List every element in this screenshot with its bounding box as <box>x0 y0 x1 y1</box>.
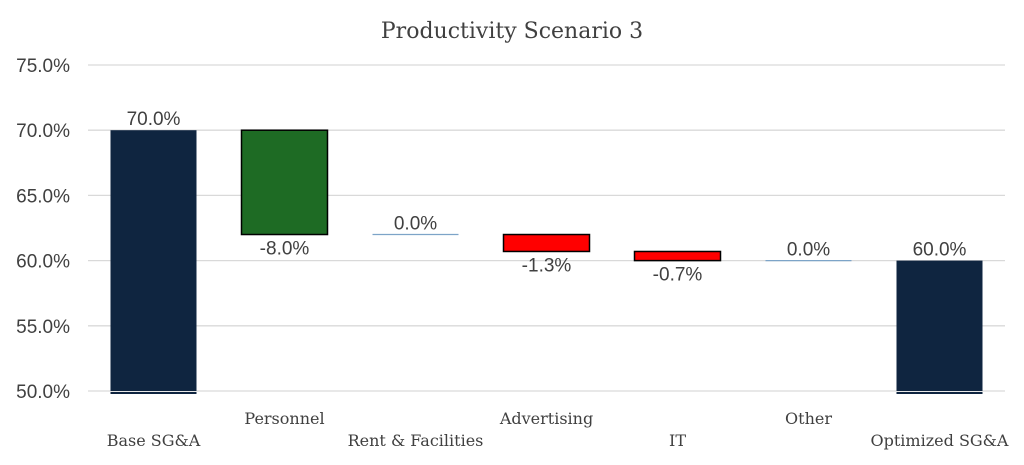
data-label: -1.3% <box>522 255 572 276</box>
data-label: -0.7% <box>653 265 703 286</box>
y-tick-label: 55.0% <box>16 317 70 338</box>
x-tick-label: Advertising <box>499 409 593 428</box>
delta-bar <box>240 129 329 236</box>
x-tick-label: Personnel <box>244 409 324 428</box>
chart-title: Productivity Scenario 3 <box>381 19 643 44</box>
x-tick-label: IT <box>669 431 686 450</box>
delta-bar <box>502 233 591 253</box>
data-label: 60.0% <box>913 240 967 261</box>
y-tick-label: 50.0% <box>16 382 70 403</box>
data-label: 70.0% <box>127 109 181 130</box>
x-tick-label: Optimized SG&A <box>871 431 1009 450</box>
y-tick-label: 70.0% <box>16 121 70 142</box>
data-label: -8.0% <box>260 239 310 260</box>
total-bar <box>896 260 983 391</box>
y-tick-label: 65.0% <box>16 186 70 207</box>
data-labels: 70.0% -8.0% 0.0% -1.3% -0.7% 0.0% 60.0% <box>127 109 967 285</box>
x-tick-label: Rent & Facilities <box>348 431 484 450</box>
data-label: 0.0% <box>787 240 830 261</box>
y-tick-label: 60.0% <box>16 252 70 273</box>
x-axis-ticks: Base SG&A Personnel Rent & Facilities Adver… <box>107 409 1009 450</box>
y-tick-label: 75.0% <box>16 56 70 77</box>
gridlines <box>88 64 1005 392</box>
bars <box>110 129 983 394</box>
delta-bar <box>633 250 722 262</box>
data-label: 0.0% <box>394 214 437 235</box>
y-axis-ticks: 50.0% 55.0% 60.0% 65.0% 70.0% 75.0% <box>16 56 70 403</box>
x-tick-label: Base SG&A <box>107 431 201 450</box>
total-bar <box>110 130 197 391</box>
x-tick-label: Other <box>785 409 832 428</box>
